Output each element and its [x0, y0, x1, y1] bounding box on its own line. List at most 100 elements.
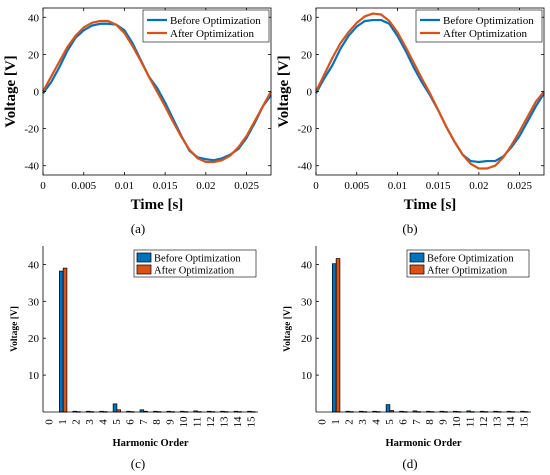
x-tick-label: 14 — [505, 416, 517, 428]
x-tick-label: 5 — [384, 419, 396, 425]
x-axis-label: Time [s] — [404, 197, 457, 213]
x-tick-label: 3 — [357, 419, 369, 425]
y-tick-label: 30 — [28, 296, 40, 308]
x-tick-label: 0 — [44, 419, 56, 425]
panel-label-a: (a) — [131, 221, 145, 236]
y-tick-label: 40 — [28, 259, 40, 271]
chart-panel-a: 0 0.005 0.01 0.015 0.02 0.025 -40 -20 0 20 40 Time … — [3, 7, 272, 213]
bar-after-h1 — [62, 267, 68, 413]
series-line-after — [42, 19, 272, 164]
y-tick-label: 10 — [301, 370, 313, 382]
legend-box — [415, 9, 543, 43]
legend-swatch-before — [409, 252, 425, 263]
y-tick-label: 30 — [301, 296, 313, 308]
panel-label-d: (d) — [402, 456, 417, 471]
y-tick-label: 40 — [301, 12, 313, 24]
x-tick-label: 12 — [205, 417, 217, 428]
y-tick-label: 0 — [34, 87, 40, 99]
x-tick-label: 15 — [518, 416, 530, 428]
y-tick-label: 20 — [28, 49, 40, 61]
x-tick-label: 0.02 — [196, 180, 215, 192]
legend-label-after: After Optimization — [154, 266, 235, 277]
x-tick-label: 0.005 — [344, 180, 369, 192]
bar-before-h5 — [112, 403, 118, 413]
x-tick-label: 13 — [491, 416, 503, 428]
y-tick-label: 0 — [307, 87, 313, 99]
y-axis-label: Voltage [V] — [276, 55, 292, 127]
x-tick-label: 0.015 — [426, 180, 451, 192]
y-tick-label: -20 — [297, 124, 312, 136]
legend-label-before: Before Optimization — [443, 15, 534, 27]
x-tick-label: 11 — [465, 417, 477, 428]
x-tick-label: 0 — [40, 180, 46, 192]
legend-box — [406, 249, 530, 278]
x-tick-label: 4 — [370, 419, 382, 425]
x-tick-label: 2 — [71, 419, 83, 425]
x-tick-label: 0.02 — [469, 180, 488, 192]
x-tick-label: 14 — [232, 416, 244, 428]
x-tick-label: 7 — [411, 419, 423, 425]
legend-swatch-after — [409, 264, 425, 275]
bar-before-h1 — [332, 263, 337, 413]
x-tick-label: 0.01 — [115, 180, 134, 192]
legend-box — [142, 9, 270, 43]
bar-after-h1 — [335, 258, 341, 413]
y-tick-label: 10 — [28, 370, 40, 382]
series-line-after — [315, 12, 545, 170]
x-axis-label: Harmonic Order — [112, 438, 188, 449]
x-tick-label: 4 — [97, 419, 109, 425]
x-tick-label: 10 — [451, 416, 463, 428]
x-tick-label: 0.005 — [71, 180, 96, 192]
bar-before-h1 — [59, 270, 64, 413]
y-tick-label: -40 — [24, 161, 39, 173]
x-tick-label: 0 — [317, 419, 329, 425]
x-tick-label: 8 — [424, 419, 436, 425]
legend-box — [133, 249, 257, 278]
x-tick-label: 6 — [397, 419, 409, 425]
bar-before-h5 — [385, 404, 391, 413]
y-axis-label: Voltage [V] — [3, 55, 19, 127]
y-tick-label: 20 — [301, 49, 313, 61]
x-tick-label: 11 — [192, 417, 204, 428]
chart-panel-b: 0 0.005 0.01 0.015 0.02 0.025 -40 -20 0 20 40 Time … — [276, 7, 545, 213]
legend-label-after: After Optimization — [427, 266, 508, 277]
x-tick-label: 9 — [165, 419, 177, 425]
x-axis-label: Harmonic Order — [385, 438, 461, 449]
x-tick-label: 7 — [138, 419, 150, 425]
x-tick-label: 5 — [111, 419, 123, 425]
x-tick-label: 1 — [330, 419, 342, 425]
legend-label-after: After Optimization — [170, 28, 255, 40]
panel-label-c: (c) — [131, 456, 145, 471]
y-tick-label: 20 — [301, 333, 313, 345]
x-tick-label: 13 — [218, 416, 230, 428]
y-tick-label: -40 — [297, 161, 312, 173]
legend-label-before: Before Optimization — [154, 254, 241, 265]
x-axis-label: Time [s] — [131, 197, 184, 213]
y-axis-label: Voltage [V] — [283, 306, 293, 352]
x-tick-label: 15 — [245, 416, 257, 428]
x-tick-label: 0.01 — [388, 180, 407, 192]
x-tick-label: 0.025 — [234, 180, 259, 192]
x-tick-label: 9 — [438, 419, 450, 425]
x-tick-label: 2 — [344, 419, 356, 425]
y-axis-label: Voltage [V] — [10, 306, 20, 352]
x-tick-label: 0.025 — [507, 180, 532, 192]
y-tick-label: 40 — [301, 259, 313, 271]
x-tick-label: 10 — [178, 416, 190, 428]
y-tick-label: -20 — [24, 124, 39, 136]
x-tick-label: 0 — [313, 180, 319, 192]
x-tick-label: 1 — [57, 419, 69, 425]
legend-label-before: Before Optimization — [170, 15, 261, 27]
panel-label-b: (b) — [402, 221, 417, 236]
legend-swatch-before — [136, 252, 152, 263]
x-tick-label: 3 — [84, 419, 96, 425]
x-tick-label: 12 — [478, 417, 490, 428]
legend-swatch-after — [136, 264, 152, 275]
